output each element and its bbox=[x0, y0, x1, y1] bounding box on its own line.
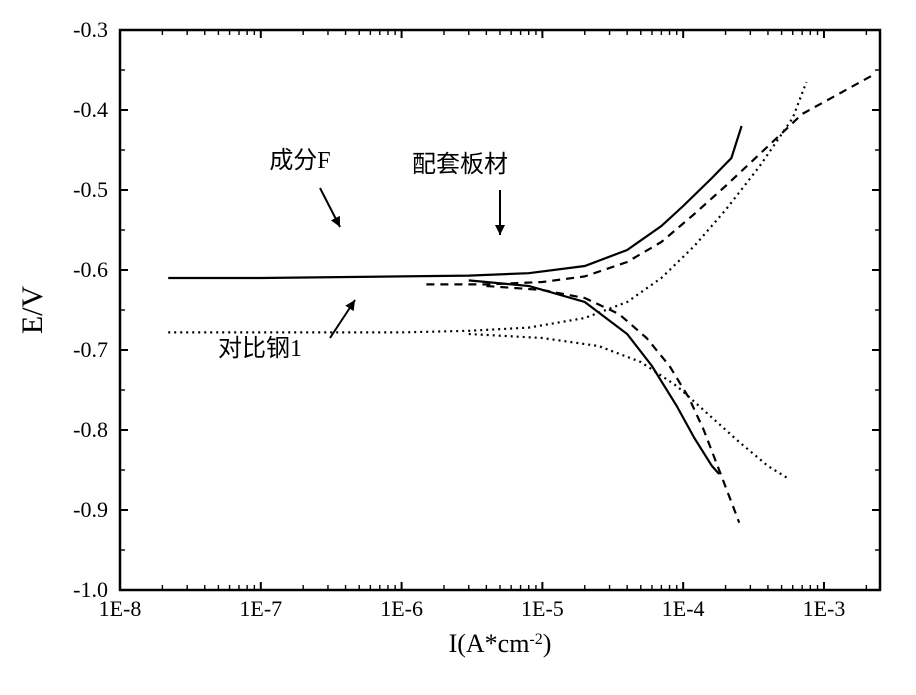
y-tick-label: -0.4 bbox=[73, 97, 108, 122]
x-tick-label: 1E-3 bbox=[803, 596, 846, 621]
x-tick-label: 1E-5 bbox=[521, 596, 564, 621]
axes-frame bbox=[120, 30, 880, 590]
ann-pt-arrowhead bbox=[495, 225, 505, 235]
y-tick-label: -0.7 bbox=[73, 337, 108, 362]
y-axis-label: E/V bbox=[16, 286, 49, 335]
ann-d: 对比钢1 bbox=[218, 335, 302, 362]
ann-d-arrowhead bbox=[345, 300, 355, 311]
y-tick-label: -0.9 bbox=[73, 497, 108, 522]
plot-svg: 1E-81E-71E-61E-51E-41E-3-1.0-0.9-0.8-0.7… bbox=[0, 0, 916, 695]
x-axis-label: I(A*cm-2) bbox=[449, 629, 552, 658]
series-对比钢1-cathodic bbox=[469, 334, 788, 478]
x-tick-label: 1E-7 bbox=[239, 596, 282, 621]
x-tick-label: 1E-6 bbox=[380, 596, 423, 621]
y-tick-label: -0.6 bbox=[73, 257, 108, 282]
y-tick-label: -0.8 bbox=[73, 417, 108, 442]
ann-pt: 配套板材 bbox=[412, 151, 508, 178]
series-对比钢1-anodic bbox=[168, 82, 806, 332]
tafel-plot: { "figure": { "type": "line", "width_px"… bbox=[0, 0, 916, 695]
y-tick-label: -1.0 bbox=[73, 577, 108, 602]
series-配套板材-anodic bbox=[426, 74, 875, 284]
series-成分F-cathodic bbox=[469, 280, 719, 474]
ann-f: 成分F bbox=[269, 147, 330, 174]
series-配套板材-cathodic bbox=[486, 286, 739, 523]
series-成分F-anodic bbox=[168, 126, 741, 278]
y-tick-label: -0.5 bbox=[73, 177, 108, 202]
y-tick-label: -0.3 bbox=[73, 17, 108, 42]
x-tick-label: 1E-4 bbox=[662, 596, 705, 621]
